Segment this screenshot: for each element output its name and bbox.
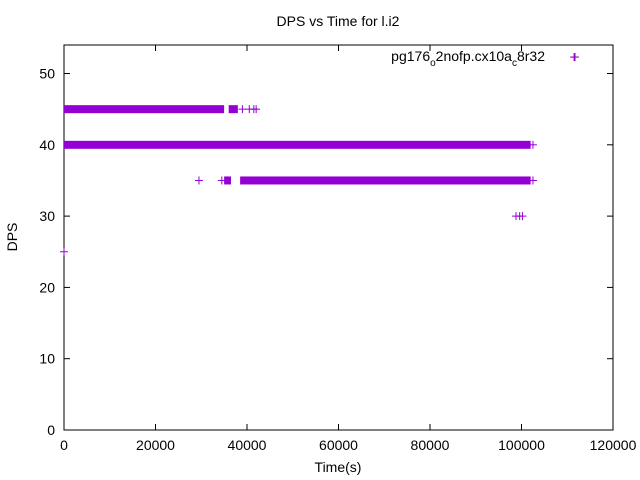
y-axis-label: DPS bbox=[4, 223, 20, 252]
x-tick-label: 80000 bbox=[411, 437, 450, 453]
y-tick-label: 30 bbox=[39, 208, 55, 224]
x-tick-label: 60000 bbox=[319, 437, 358, 453]
data-point bbox=[528, 140, 537, 149]
x-tick-label: 40000 bbox=[228, 437, 267, 453]
legend-label-part-3: 8r32 bbox=[517, 48, 545, 64]
data-band bbox=[240, 176, 531, 185]
data-point bbox=[528, 176, 537, 185]
data-point bbox=[252, 105, 261, 114]
data-band bbox=[224, 176, 231, 185]
data-point bbox=[217, 176, 226, 185]
data-point bbox=[60, 247, 68, 256]
data-band bbox=[228, 105, 238, 114]
data-point bbox=[194, 176, 203, 185]
data-band bbox=[64, 105, 225, 114]
legend-marker bbox=[571, 53, 579, 61]
y-tick-label: 0 bbox=[47, 422, 55, 438]
y-tick-label: 20 bbox=[39, 279, 55, 295]
axes bbox=[63, 44, 614, 431]
y-axis-ticks: 0 10 20 30 40 50 bbox=[39, 66, 613, 438]
legend-label-subscript-1: o bbox=[430, 58, 436, 69]
legend-label-part-1: pg176 bbox=[391, 48, 430, 64]
x-axis-label: Time(s) bbox=[315, 459, 362, 475]
x-tick-label: 100000 bbox=[498, 437, 545, 453]
x-tick-label: 20000 bbox=[136, 437, 175, 453]
legend-label: pg176o2nofp.cx10ac8r32 bbox=[391, 48, 545, 69]
data-point bbox=[518, 212, 527, 221]
data-point bbox=[238, 105, 247, 114]
x-tick-label: 0 bbox=[60, 437, 68, 453]
plot-frame bbox=[63, 44, 614, 431]
y-tick-label: 10 bbox=[39, 351, 55, 367]
plot-area bbox=[60, 53, 579, 256]
legend-label-subscript-2: c bbox=[512, 58, 517, 69]
x-tick-label: 120000 bbox=[590, 437, 637, 453]
chart-title: DPS vs Time for l.i2 bbox=[277, 13, 400, 29]
y-tick-label: 50 bbox=[39, 66, 55, 82]
x-axis-ticks: 0 20000 40000 60000 80000 100000 120000 bbox=[60, 45, 637, 453]
y-tick-label: 40 bbox=[39, 137, 55, 153]
data-band bbox=[64, 140, 531, 149]
legend: pg176o2nofp.cx10ac8r32 bbox=[391, 48, 579, 69]
legend-label-part-2: 2nofp.cx10a bbox=[436, 48, 512, 64]
